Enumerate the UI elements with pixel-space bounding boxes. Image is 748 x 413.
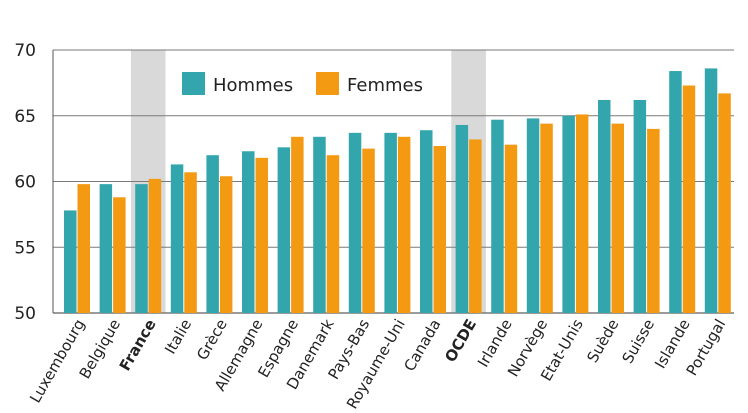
x-tick-label-4: Grèce xyxy=(193,316,231,363)
bar-femmes-3 xyxy=(184,172,197,313)
bar-femmes-8 xyxy=(362,148,375,313)
bar-hommes-5 xyxy=(242,151,255,313)
legend-swatch-hommes xyxy=(182,72,205,95)
bar-femmes-18 xyxy=(718,93,731,314)
y-tick-label-65: 65 xyxy=(14,107,36,127)
y-tick-label-55: 55 xyxy=(14,238,36,258)
bar-femmes-13 xyxy=(540,123,553,313)
bar-femmes-10 xyxy=(433,145,446,313)
legend-swatch-femmes xyxy=(316,72,339,95)
legend: Hommes Femmes xyxy=(182,72,423,96)
bar-femmes-7 xyxy=(326,155,340,313)
bars xyxy=(64,68,731,314)
bar-femmes-9 xyxy=(397,136,411,313)
y-tick-label-70: 70 xyxy=(14,41,36,61)
bar-femmes-15 xyxy=(611,123,624,313)
x-tick-label-15: Suède xyxy=(583,316,622,366)
bar-hommes-6 xyxy=(277,147,291,313)
bar-femmes-1 xyxy=(113,197,126,313)
y-tick-label-60: 60 xyxy=(14,173,36,193)
y-tick-label-50: 50 xyxy=(14,304,36,324)
bar-femmes-12 xyxy=(504,144,518,313)
bar-hommes-14 xyxy=(562,115,575,313)
bar-femmes-5 xyxy=(255,157,268,313)
bar-hommes-10 xyxy=(420,130,433,313)
bar-femmes-6 xyxy=(291,136,304,313)
bar-hommes-13 xyxy=(526,118,540,313)
bar-hommes-4 xyxy=(206,155,219,313)
bar-hommes-12 xyxy=(491,119,504,313)
x-tick-label-3: Italie xyxy=(161,316,195,357)
bar-femmes-14 xyxy=(575,114,589,313)
bar-hommes-18 xyxy=(704,68,718,313)
bar-hommes-2 xyxy=(135,184,148,313)
bar-hommes-8 xyxy=(348,132,362,313)
bar-hommes-1 xyxy=(99,184,113,313)
x-tick-label-11: OCDE xyxy=(441,316,480,365)
bar-hommes-11 xyxy=(455,124,469,313)
bar-femmes-2 xyxy=(148,178,162,313)
bar-femmes-0 xyxy=(77,184,90,313)
legend-label-hommes: Hommes xyxy=(213,75,293,96)
bar-hommes-9 xyxy=(384,132,397,313)
legend-label-femmes: Femmes xyxy=(347,75,423,96)
bar-femmes-4 xyxy=(219,176,233,313)
bar-femmes-11 xyxy=(469,139,482,313)
bar-hommes-15 xyxy=(598,99,611,313)
y-axis: 50 55 60 65 70 xyxy=(14,41,54,324)
bar-hommes-16 xyxy=(633,99,647,313)
x-tick-label-0: Luxembourg xyxy=(26,316,88,406)
bar-hommes-17 xyxy=(669,71,682,313)
bar-femmes-17 xyxy=(682,85,696,313)
bar-hommes-3 xyxy=(170,164,184,313)
bar-femmes-16 xyxy=(647,128,660,313)
bar-hommes-7 xyxy=(313,136,326,313)
bar-hommes-0 xyxy=(64,210,77,313)
